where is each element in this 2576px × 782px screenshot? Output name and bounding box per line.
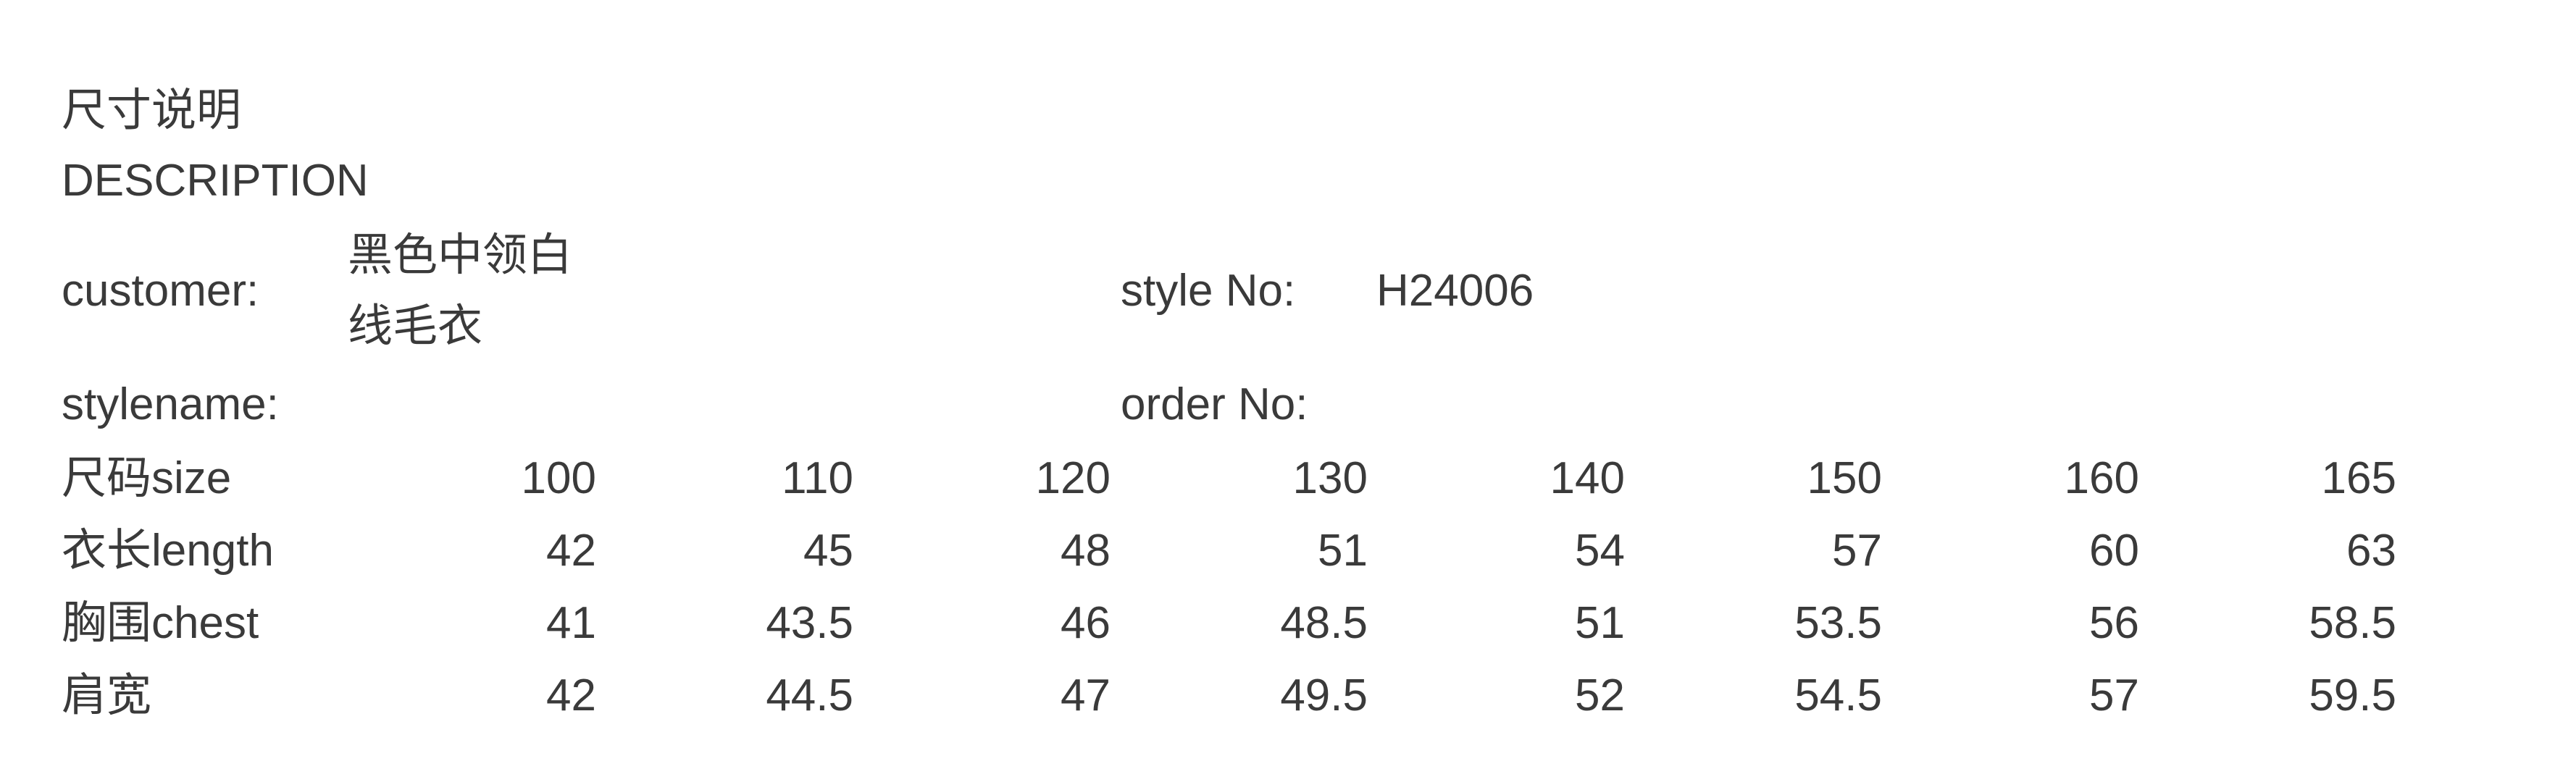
page-title-en: DESCRIPTION	[62, 156, 369, 206]
style-no-value: H24006	[1376, 266, 1534, 316]
chest-cell: 58.5	[2309, 598, 2396, 649]
row-label-chest: 胸围chest	[62, 598, 259, 649]
size-cell: 165	[2321, 453, 2396, 504]
stylename-row: stylename: order No:	[62, 367, 2576, 442]
chest-cell: 46	[1061, 598, 1111, 649]
row-label-size: 尺码size	[62, 453, 232, 504]
size-cell: 120	[1035, 453, 1111, 504]
chest-cell: 48.5	[1280, 598, 1368, 649]
shoulder-cell: 42	[546, 670, 596, 721]
customer-row: customer: 黑色中领白线毛衣 style No: H24006	[62, 215, 2576, 367]
table-row-size: 尺码size 100 110 120 130 140 150 160 165	[62, 442, 2576, 515]
style-no-label: style No:	[1121, 266, 1296, 316]
chest-cell: 56	[2089, 598, 2139, 649]
order-no-label: order No:	[1121, 379, 1308, 430]
shoulder-cell: 59.5	[2309, 670, 2396, 721]
shoulder-cell: 52	[1575, 670, 1625, 721]
table-row-length: 衣长length 42 45 48 51 54 57 60 63	[62, 515, 2576, 587]
table-row-shoulder: 肩宽 42 44.5 47 49.5 52 54.5 57 59.5	[62, 660, 2576, 732]
stylename-label: stylename:	[62, 379, 279, 430]
row-label-length: 衣长length	[62, 526, 274, 576]
length-cell: 63	[2346, 526, 2396, 576]
chest-cell: 51	[1575, 598, 1625, 649]
length-cell: 54	[1575, 526, 1625, 576]
size-cell: 160	[2064, 453, 2139, 504]
length-cell: 45	[803, 526, 853, 576]
customer-label: customer:	[62, 266, 259, 316]
size-cell: 150	[1807, 453, 1882, 504]
length-cell: 48	[1061, 526, 1111, 576]
chest-cell: 53.5	[1794, 598, 1882, 649]
page-title-cn: 尺寸说明	[62, 85, 242, 135]
shoulder-cell: 44.5	[766, 670, 853, 721]
size-cell: 140	[1550, 453, 1625, 504]
size-cell: 100	[521, 453, 596, 504]
length-cell: 57	[1832, 526, 1882, 576]
size-cell: 130	[1292, 453, 1368, 504]
length-cell: 51	[1318, 526, 1368, 576]
length-cell: 60	[2089, 526, 2139, 576]
shoulder-cell: 49.5	[1280, 670, 1368, 721]
row-label-shoulder: 肩宽	[62, 670, 152, 721]
chest-cell: 43.5	[766, 598, 853, 649]
table-row-chest: 胸围chest 41 43.5 46 48.5 51 53.5 56 58.5	[62, 587, 2576, 660]
size-cell: 110	[782, 453, 853, 504]
customer-value: 黑色中领白线毛衣	[348, 230, 573, 351]
chest-cell: 41	[546, 598, 596, 649]
shoulder-cell: 47	[1061, 670, 1111, 721]
length-cell: 42	[546, 526, 596, 576]
shoulder-cell: 54.5	[1794, 670, 1882, 721]
shoulder-cell: 57	[2089, 670, 2139, 721]
